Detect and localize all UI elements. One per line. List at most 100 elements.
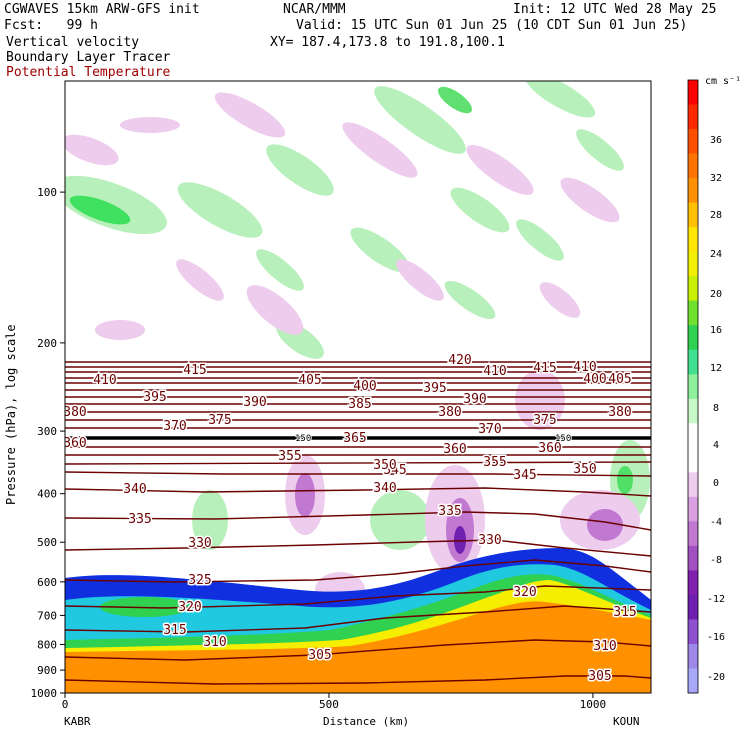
colorbar-swatch <box>688 104 698 130</box>
updraft-region <box>444 280 496 320</box>
colorbar-swatch <box>688 349 698 375</box>
theta-contour-label: 370 <box>478 422 501 437</box>
y-tick-label: 800 <box>37 638 57 651</box>
colorbar-tick-label: 8 <box>713 403 719 414</box>
organization: NCAR/MMM <box>283 2 346 17</box>
theta-contour-label: 400 <box>353 379 376 394</box>
theta-contour-330 <box>65 539 651 557</box>
colorbar-tick-label: 24 <box>710 249 722 260</box>
colorbar-tick-label: -8 <box>710 555 722 566</box>
colorbar-tick-label: 28 <box>710 210 722 221</box>
x-axis-label: Distance (km) <box>323 715 409 728</box>
downdraft-region <box>396 259 444 301</box>
colorbar-units: cm s⁻¹ <box>705 76 740 87</box>
colorbar-swatch <box>688 178 698 204</box>
theta-contour-label: 320 <box>513 585 536 600</box>
colorbar-swatch <box>688 80 698 106</box>
colorbar-swatch <box>688 153 698 179</box>
colorbar-swatch <box>688 521 698 547</box>
theta-contour-label: 305 <box>588 669 611 684</box>
downdraft-region <box>560 177 620 223</box>
downdraft-region <box>120 117 180 133</box>
colorbar-tick-label: 36 <box>710 135 722 146</box>
theta-contour-label: 310 <box>593 639 616 654</box>
colorbar-swatch <box>688 276 698 302</box>
field-vertical-velocity: Vertical velocity <box>6 35 140 50</box>
theta-contour-label: 380 <box>438 405 461 420</box>
theta-contour-label: 330 <box>478 533 501 548</box>
updraft-region <box>374 86 466 154</box>
updraft-region <box>350 227 410 273</box>
plot-frame <box>64 80 652 694</box>
colorbar-swatch <box>688 398 698 424</box>
updraft-region <box>524 81 596 118</box>
theta-contour-label: 340 <box>123 482 146 497</box>
updraft-region <box>450 187 510 233</box>
theta-contour-label: 395 <box>423 381 446 396</box>
theta-contour-label: 360 <box>538 441 561 456</box>
colorbar-swatch <box>688 472 698 498</box>
colorbar-swatch <box>688 423 698 449</box>
updraft-core <box>617 466 633 494</box>
updraft-region <box>256 249 304 291</box>
theta-contour-label: 360 <box>63 436 86 451</box>
theta-contour-label: 345 <box>513 468 536 483</box>
tracer-orange <box>65 601 651 693</box>
theta-contour-310 <box>65 639 651 661</box>
theta-contour-label: 390 <box>463 392 486 407</box>
theta-contour-label: 320 <box>178 600 201 615</box>
colorbar-frame <box>687 79 699 694</box>
colorbar-swatch <box>688 496 698 522</box>
theta-contour-label: 405 <box>298 373 321 388</box>
colorbar-tick-label: 32 <box>710 173 722 184</box>
colorbar-swatch <box>688 545 698 571</box>
x-ticks: 0 500 1000 <box>62 693 606 711</box>
theta-contour-label: 325 <box>188 573 211 588</box>
right-station-label: KOUN <box>613 715 640 728</box>
colorbar-tick-label: 16 <box>710 325 722 336</box>
y-tick-label: 200 <box>37 337 57 350</box>
y-tick-label: 1000 <box>31 687 58 700</box>
y-ticks: 100 200 300 400 500 600 700 800 900 1000 <box>31 186 65 700</box>
downdraft-region <box>176 259 224 301</box>
boundary-layer-tracer <box>65 548 651 693</box>
theta-contour-label: 385 <box>348 397 371 412</box>
theta-contour-label: 405 <box>608 372 631 387</box>
theta-contour-340 <box>65 487 651 497</box>
theta-contour-label: 360 <box>443 442 466 457</box>
field-boundary-layer-tracer: Boundary Layer Tracer <box>6 50 171 65</box>
colorbar: 36 32 28 24 20 16 12 8 4 0 -4 -8 -12 -16 -20 <box>687 79 725 694</box>
theta-contour-320 <box>65 585 651 609</box>
reference-level-label: 150 <box>295 434 311 444</box>
downdraft-region <box>95 320 145 340</box>
downdraft-core <box>454 526 466 554</box>
init-time: Init: 12 UTC Wed 28 May 25 <box>513 2 717 17</box>
plot-area: 305 305 310 310 315 315 320 320 325 330 330 335 335 3… <box>63 81 651 693</box>
colorbar-swatch <box>688 325 698 351</box>
updraft-core <box>437 86 473 114</box>
colorbar-tick-label: -16 <box>707 632 725 643</box>
theta-contour-305 <box>65 675 651 685</box>
theta-contour-label: 350 <box>573 462 596 477</box>
theta-contour-label: 310 <box>203 635 226 650</box>
colorbar-swatch <box>688 300 698 326</box>
colorbar-tick-label: -4 <box>710 517 722 528</box>
theta-contour-350 <box>65 461 651 465</box>
x-tick-label: 0 <box>62 698 69 711</box>
reference-level-label: 150 <box>555 434 571 444</box>
theta-contour-label: 315 <box>613 605 636 620</box>
colorbar-tick-label: 12 <box>710 363 722 374</box>
theta-contour-label: 355 <box>278 449 301 464</box>
theta-contour-335 <box>65 511 651 531</box>
theta-labels: 305 305 310 310 315 315 320 320 325 330 330 335 335 3… <box>63 352 638 686</box>
theta-contour-label: 410 <box>93 373 116 388</box>
x-tick-label: 500 <box>319 698 339 711</box>
colorbar-swatch <box>688 202 698 228</box>
theta-contour-label: 340 <box>373 481 396 496</box>
colorbar-swatch <box>688 619 698 645</box>
theta-contour-label: 330 <box>188 536 211 551</box>
theta-contour-label: 370 <box>163 419 186 434</box>
valid-time: Valid: 15 UTC Sun 01 Jun 25 (10 CDT Sun … <box>296 18 688 33</box>
forecast-hours: 99 h <box>66 18 98 33</box>
